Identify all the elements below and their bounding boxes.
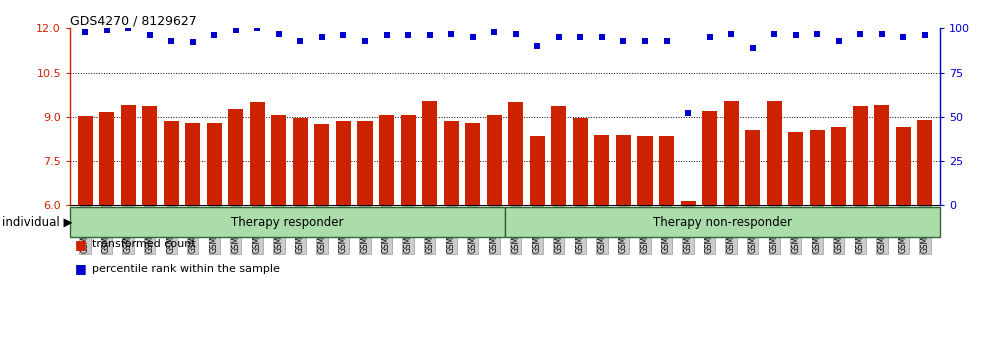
Point <box>249 25 265 31</box>
Point <box>874 31 890 36</box>
Point <box>831 38 847 44</box>
Bar <box>271 115 286 205</box>
Point <box>745 45 761 51</box>
Bar <box>487 115 502 205</box>
Bar <box>810 130 825 205</box>
Bar <box>185 123 200 205</box>
Bar <box>745 130 760 205</box>
Point <box>486 29 502 35</box>
Text: ■: ■ <box>75 263 87 275</box>
Bar <box>228 109 243 205</box>
Bar <box>853 107 868 205</box>
Point <box>809 31 825 36</box>
Point <box>185 40 201 45</box>
Point <box>659 38 675 44</box>
Point <box>422 33 438 38</box>
Point <box>206 33 222 38</box>
Point <box>292 38 308 44</box>
Bar <box>530 136 545 205</box>
Point <box>680 110 696 116</box>
Point <box>723 31 739 36</box>
Text: ■: ■ <box>75 238 87 251</box>
Point <box>163 38 179 44</box>
Point <box>400 33 416 38</box>
Bar <box>78 116 93 205</box>
Point <box>508 31 524 36</box>
Bar <box>379 115 394 205</box>
Bar <box>917 120 932 205</box>
Point <box>314 34 330 40</box>
Bar <box>142 107 157 205</box>
Point <box>702 34 718 40</box>
Bar <box>594 135 609 205</box>
Bar <box>788 132 803 205</box>
Point <box>572 34 588 40</box>
Bar <box>444 121 459 205</box>
Bar <box>508 102 523 205</box>
Bar <box>99 113 114 205</box>
Point <box>379 33 395 38</box>
Point <box>120 25 136 31</box>
Point <box>142 33 158 38</box>
Point <box>465 34 481 40</box>
Point <box>99 27 115 33</box>
Point <box>594 34 610 40</box>
Bar <box>357 121 373 205</box>
Bar <box>637 136 653 205</box>
Point <box>788 33 804 38</box>
Bar <box>551 107 566 205</box>
Bar <box>874 105 889 205</box>
Point <box>77 29 93 35</box>
Point <box>917 33 933 38</box>
Point <box>637 38 653 44</box>
Text: GDS4270 / 8129627: GDS4270 / 8129627 <box>70 14 197 27</box>
Bar <box>831 127 846 205</box>
Point <box>615 38 631 44</box>
Bar <box>250 102 265 205</box>
Bar <box>767 101 782 205</box>
Text: Therapy non-responder: Therapy non-responder <box>653 216 792 229</box>
Text: individual ▶: individual ▶ <box>2 216 72 229</box>
Point <box>357 38 373 44</box>
Bar <box>314 124 329 205</box>
Bar <box>659 136 674 205</box>
Text: Therapy responder: Therapy responder <box>231 216 344 229</box>
Point <box>335 33 351 38</box>
Bar <box>336 121 351 205</box>
Bar <box>207 123 222 205</box>
Point <box>852 31 868 36</box>
Bar <box>465 123 480 205</box>
Point <box>895 34 911 40</box>
Bar <box>616 135 631 205</box>
Bar <box>121 105 136 205</box>
Point <box>443 31 459 36</box>
Bar <box>681 201 696 205</box>
Text: percentile rank within the sample: percentile rank within the sample <box>92 264 280 274</box>
Bar <box>401 115 416 205</box>
Point <box>529 43 545 49</box>
Point <box>228 27 244 33</box>
Point <box>271 31 287 36</box>
Point <box>551 34 567 40</box>
Bar <box>573 118 588 205</box>
Bar <box>422 101 437 205</box>
Bar <box>164 121 179 205</box>
Text: transformed count: transformed count <box>92 239 196 249</box>
Bar <box>896 127 911 205</box>
Bar <box>724 101 739 205</box>
Bar <box>293 118 308 205</box>
Bar <box>702 111 717 205</box>
Point <box>766 31 782 36</box>
